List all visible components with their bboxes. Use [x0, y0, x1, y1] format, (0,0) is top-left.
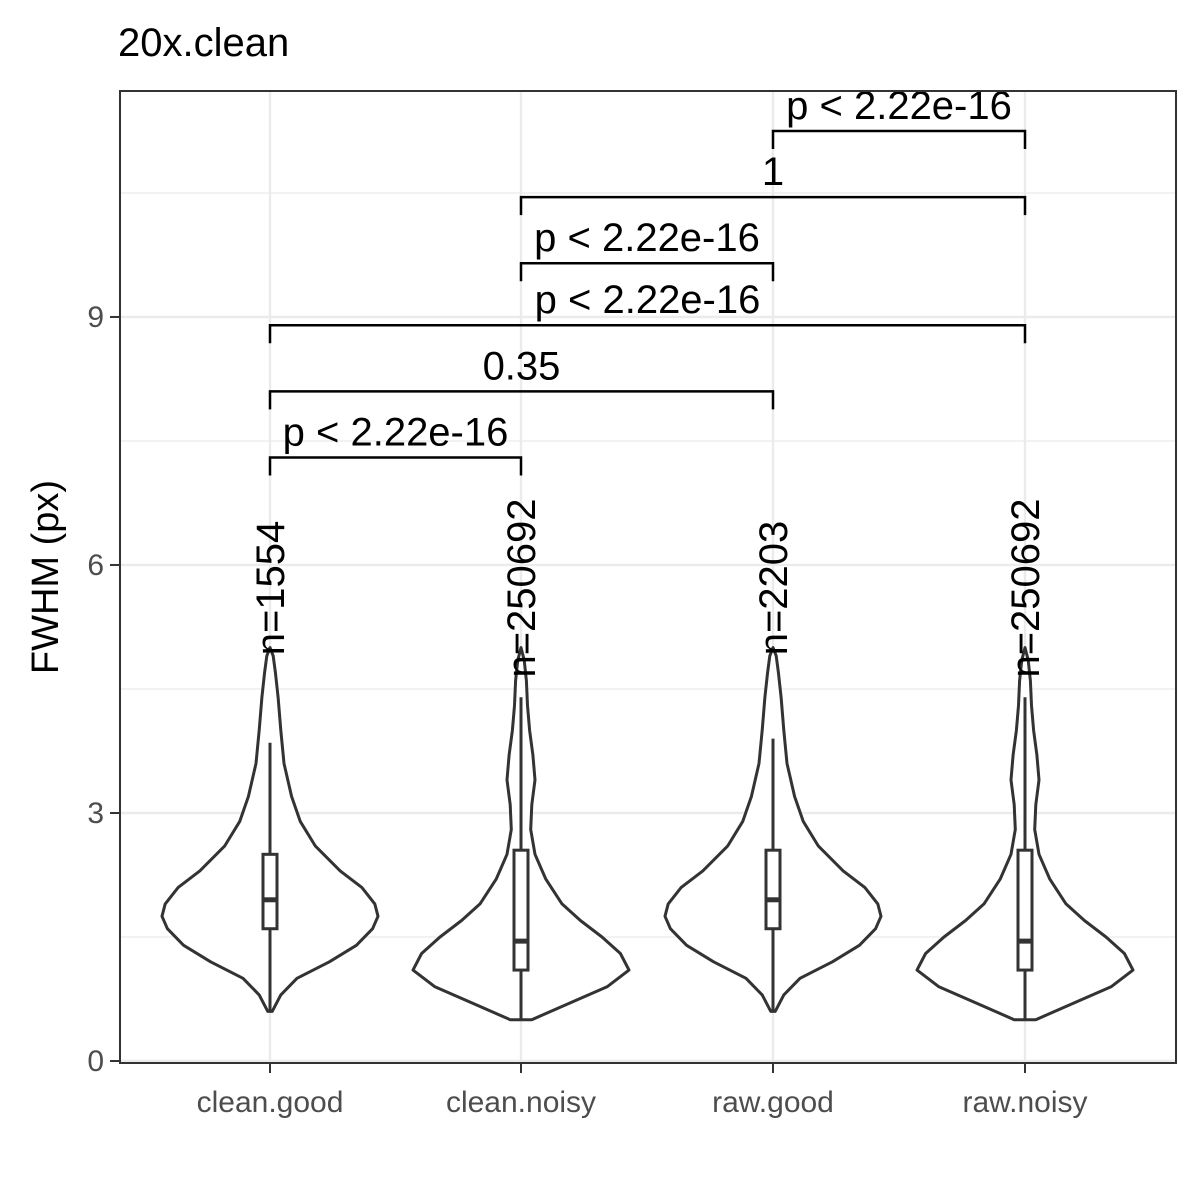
- x-tick-label: clean.good: [197, 1086, 344, 1119]
- comparison-bracket: [268, 323, 1027, 344]
- comparison-label: p < 2.22e-16: [283, 411, 509, 455]
- x-tick-label: raw.noisy: [962, 1086, 1087, 1119]
- panel-border: [119, 90, 1177, 1064]
- y-tick-label: 3: [87, 797, 104, 830]
- x-tick-label: raw.good: [712, 1086, 834, 1119]
- plot-panel: n=1554 n=250692 n=2203 n=250692 p < 2.22e-16…: [87, 84, 1177, 1119]
- box-iqr: [764, 848, 782, 931]
- comparison-bracket: [519, 195, 1027, 216]
- comparison-bracket: [268, 390, 775, 410]
- count-label: n=2203: [752, 521, 796, 656]
- comparison-label: p < 2.22e-16: [535, 278, 761, 322]
- count-label: n=250692: [1004, 498, 1048, 677]
- y-tick-label: 0: [87, 1045, 104, 1078]
- y-tick-label: 9: [87, 301, 104, 334]
- box-iqr: [261, 852, 279, 931]
- chart-title: 20x.clean: [118, 21, 289, 65]
- box-iqr: [512, 848, 530, 972]
- comparison-bracket: [771, 129, 1027, 149]
- count-label: n=250692: [500, 498, 544, 677]
- comparison-label: 0.35: [483, 344, 561, 388]
- x-tick-label: clean.noisy: [446, 1086, 596, 1119]
- box-iqr: [1016, 848, 1034, 972]
- comparison-label: 1: [762, 150, 784, 194]
- comparison-label: p < 2.22e-16: [534, 216, 760, 260]
- count-label: n=1554: [249, 521, 293, 656]
- comparison-bracket: [519, 261, 775, 282]
- y-tick-label: 6: [87, 549, 104, 582]
- comparison-bracket: [268, 456, 523, 476]
- y-axis-label: FWHM (px): [25, 480, 67, 674]
